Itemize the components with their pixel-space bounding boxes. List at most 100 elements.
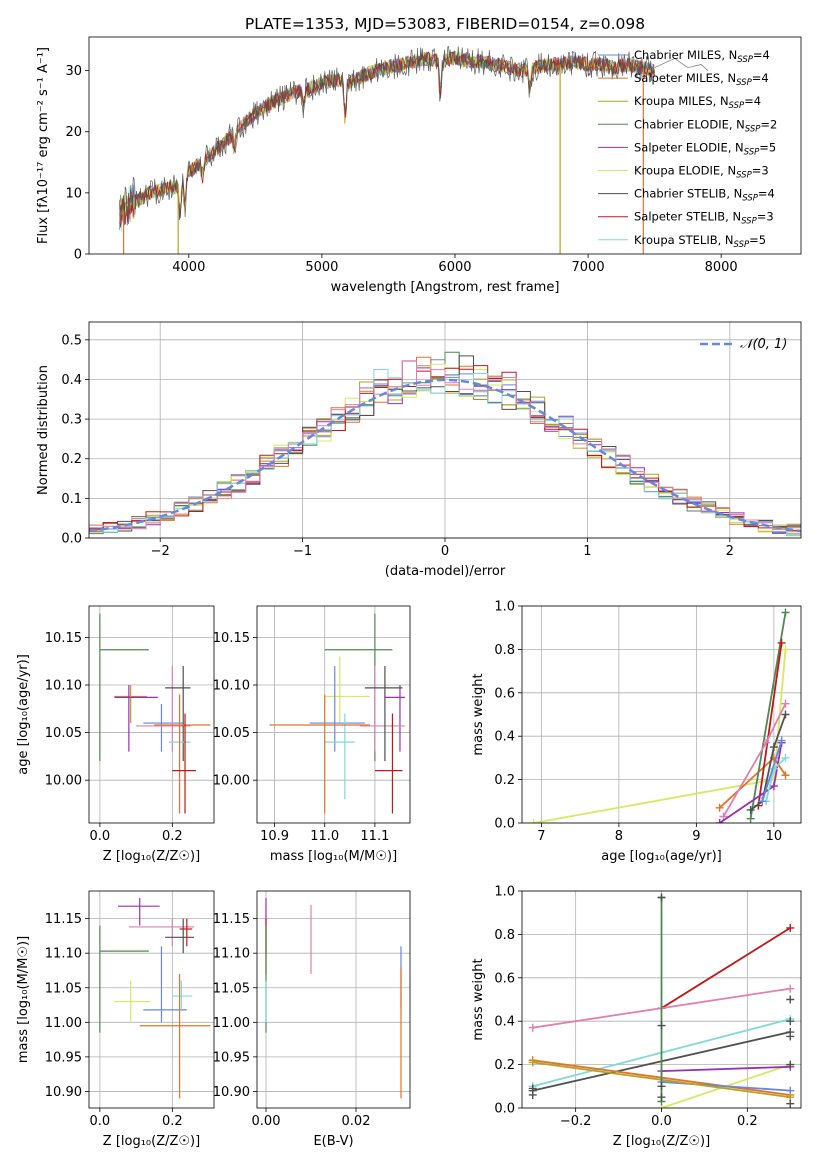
spectrum-line-salpeter_stelib: [119, 51, 655, 228]
x-tick-label: −0.2: [560, 1114, 592, 1129]
legend-label: Salpeter STELIB, N: [634, 210, 741, 224]
x-axis-label: Z [log₁₀(Z/Z☉)]: [613, 1134, 710, 1149]
residuals-panel: −2 −1 0 1 2 0.0 0.1 0.2 0.3 0.4 0.5 (data-model)/er…: [36, 321, 802, 579]
axes-frame: [88, 605, 215, 824]
legend-suffix: =4: [753, 48, 770, 62]
residual-histogram-kroupa_stelib: [89, 369, 801, 537]
x-tick-label: 6000: [438, 260, 471, 275]
x-tick-label: −1: [293, 544, 312, 559]
y-axis-label: Flux [fλ10⁻¹⁷ erg cm⁻² s⁻¹ A⁻¹]: [36, 47, 51, 244]
legend-sub: SSP: [729, 101, 745, 111]
legend-sub: SSP: [742, 194, 758, 204]
weight-marker: [781, 699, 790, 708]
y-tick-label: 0.5: [61, 333, 82, 348]
weight-marker: [769, 743, 778, 752]
legend-sub: SSP: [744, 147, 760, 157]
x-axis-label: mass [log₁₀(M/M☉)]: [270, 849, 397, 864]
weight-marker: [719, 812, 728, 821]
weight-marker: [657, 893, 666, 902]
y-tick-label: 0.0: [494, 817, 515, 832]
weight-marker: [528, 1084, 537, 1093]
axes-frame: [88, 36, 802, 255]
y-axis-label: age [log₁₀(age/yr)]: [16, 654, 31, 775]
y-tick-label: 20: [65, 125, 82, 140]
y-tick-label: 0.4: [61, 373, 82, 388]
age-vs-z-panel: 0.0 0.2 10.00 10.05 10.10 10.15 Z [log₁₀(Z/Z☉)…: [16, 605, 215, 864]
axes-frame: [88, 321, 802, 539]
y-tick-label: 10.05: [213, 726, 250, 741]
y-tick-label: 11.15: [213, 912, 250, 927]
y-tick-label: 10.95: [45, 1050, 82, 1065]
y-tick-label: 11.15: [45, 912, 82, 927]
legend-entry: Kroupa STELIB, NSSP=5: [634, 233, 766, 250]
legend-label: Kroupa MILES, N: [634, 94, 729, 108]
y-tick-label: 0.2: [494, 1058, 515, 1073]
mass-vs-ebv-panel: 0.00 0.02 10.90 10.95 11.00 11.05 11.10 11.15 E(…: [213, 890, 411, 1149]
spectrum-line-chabrier_stelib: [119, 46, 655, 225]
weight-marker: [715, 819, 724, 823]
weight-marker: [786, 1017, 795, 1026]
plot-area: [99, 897, 211, 1099]
y-tick-label: 10.00: [45, 774, 82, 789]
x-tick-label: 0.00: [252, 1114, 281, 1129]
weight-line: [757, 642, 783, 806]
weight-marker: [781, 771, 790, 780]
weight-vs-z-panel: −0.2 0.0 0.2 0.0 0.2 0.4 0.6 0.8 1.0 Z [log₁₀(Z/Z…: [471, 885, 802, 1149]
y-axis-label: mass weight: [471, 958, 486, 1040]
y-tick-label: 11.00: [213, 1016, 250, 1031]
spectrum-line-chabrier_elodie: [119, 51, 655, 230]
plot-area: [99, 613, 211, 814]
legend-entry: Salpeter MILES, NSSP=4: [634, 71, 769, 88]
y-axis-label: Normed distribution: [36, 365, 51, 495]
y-tick-label: 0.0: [494, 1102, 515, 1117]
weight-marker: [746, 814, 755, 823]
spectrum-line-kroupa_miles: [119, 51, 655, 221]
spectrum-panel: 4000 5000 6000 7000 8000 0 10 20 30 wavelength [A…: [36, 36, 802, 295]
y-tick-label: 10: [65, 186, 82, 201]
y-tick-label: 11.10: [45, 947, 82, 962]
legend-suffix: =4: [752, 71, 769, 85]
spectrum-line-kroupa_elodie: [119, 51, 655, 220]
normal-curve: [89, 378, 801, 533]
legend-sub: SSP: [736, 78, 752, 88]
legend-label: Chabrier STELIB, N: [634, 187, 742, 201]
x-axis-label: Z [log₁₀(Z/Z☉)]: [103, 849, 200, 864]
x-tick-label: 1: [583, 544, 591, 559]
legend-entry: Kroupa MILES, NSSP=4: [634, 94, 761, 111]
y-tick-label: 10.10: [213, 678, 250, 693]
weight-marker: [762, 738, 771, 747]
axes-frame: [88, 890, 215, 1109]
weight-line: [761, 740, 783, 802]
y-tick-label: 10.15: [213, 631, 250, 646]
plot-area: [265, 897, 402, 1099]
legend-sub: SSP: [741, 217, 757, 227]
weight-marker: [746, 805, 755, 814]
legend-suffix: =3: [757, 210, 774, 224]
y-tick-label: 10.00: [213, 774, 250, 789]
legend-label: Salpeter ELODIE, N: [634, 140, 744, 154]
legend-entry: 𝒩(0, 1): [740, 337, 787, 352]
x-tick-label: 11.0: [310, 829, 339, 844]
weight-marker: [781, 645, 790, 654]
axes-frame: [256, 890, 411, 1109]
x-tick-label: 0.2: [162, 829, 183, 844]
y-tick-label: 10.95: [213, 1050, 250, 1065]
weight-line: [750, 714, 787, 811]
weight-marker: [786, 995, 795, 1004]
weight-line: [749, 612, 787, 819]
legend-entry: Salpeter STELIB, NSSP=3: [634, 210, 774, 227]
x-tick-label: −2: [151, 544, 170, 559]
residual-histogram-pink: [89, 360, 801, 530]
x-tick-label: 9: [692, 829, 700, 844]
x-tick-label: 7000: [572, 260, 605, 275]
legend-entry: Salpeter ELODIE, NSSP=5: [634, 140, 776, 157]
x-tick-label: 0.2: [162, 1114, 183, 1129]
y-tick-label: 11.05: [45, 981, 82, 996]
legend-sub: SSP: [736, 171, 752, 181]
y-tick-label: 11.10: [213, 947, 250, 962]
age-vs-mass-panel: 10.9 11.0 11.1 10.00 10.05 10.10 10.15 mass [lo…: [213, 605, 411, 864]
y-tick-label: 0.6: [494, 686, 515, 701]
y-tick-label: 0.4: [494, 1015, 515, 1030]
weight-marker: [786, 984, 795, 993]
